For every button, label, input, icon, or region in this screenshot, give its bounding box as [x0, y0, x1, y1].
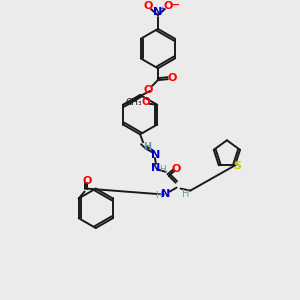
Text: N: N — [153, 7, 163, 17]
Text: S: S — [233, 161, 241, 171]
Text: N: N — [161, 188, 170, 199]
Text: H: H — [159, 165, 166, 174]
Text: N: N — [151, 163, 160, 173]
Text: O: O — [143, 1, 153, 11]
Text: CH₃: CH₃ — [125, 98, 142, 107]
Text: −: − — [171, 0, 180, 10]
Text: O: O — [83, 176, 92, 186]
Text: N: N — [151, 150, 160, 160]
Text: H: H — [143, 142, 151, 152]
Text: O: O — [172, 164, 181, 174]
Text: O: O — [141, 97, 150, 107]
Text: H: H — [182, 188, 189, 199]
Text: +: + — [159, 6, 165, 12]
Text: O: O — [143, 85, 153, 95]
Text: O: O — [167, 73, 176, 83]
Text: H: H — [155, 191, 162, 200]
Text: O: O — [163, 1, 172, 11]
